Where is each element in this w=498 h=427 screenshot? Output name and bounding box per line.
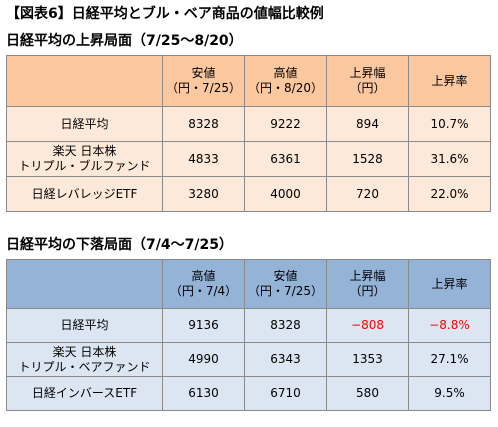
header-line: （円・7/25）	[166, 81, 241, 95]
cell-value: 6361	[244, 141, 327, 177]
cell-value: 8328	[244, 308, 327, 343]
column-header-rate: 上昇率	[408, 55, 491, 107]
header-line: （円・8/20）	[248, 81, 323, 95]
column-header-low: 安値 （円・7/25）	[162, 55, 245, 107]
cell-value: 9222	[244, 106, 327, 142]
row-label-line: 日経レバレッジETF	[31, 186, 138, 201]
cell-value: 1528	[326, 141, 409, 177]
row-label-line: トリプル・ベアファンド	[18, 359, 151, 374]
column-header-high: 高値 （円・8/20）	[244, 55, 327, 107]
cell-value: 6343	[244, 342, 327, 377]
cell-value: 8328	[162, 106, 245, 142]
cell-value: 4833	[162, 141, 245, 177]
header-line: （円・7/25）	[248, 284, 323, 298]
header-line: 安値	[273, 269, 298, 283]
cell-value: 31.6%	[408, 141, 491, 177]
table-row: 日経平均 9136 8328 −808 −8.8%	[6, 308, 491, 343]
cell-value: 720	[326, 176, 409, 212]
cell-value: 9.5%	[408, 376, 491, 411]
column-header-low: 安値 （円・7/25）	[244, 259, 327, 309]
table-row: 日経平均 8328 9222 894 10.7%	[6, 106, 491, 142]
header-line: 高値	[273, 66, 298, 80]
fall-comparison-table: 高値 （円・7/4） 安値 （円・7/25） 上昇幅 （円） 上昇率 日経平均 …	[6, 259, 491, 411]
header-line: （円）	[349, 284, 386, 298]
header-line: 上昇率	[431, 276, 468, 291]
row-label-line: トリプル・ブルファンド	[18, 159, 151, 173]
fall-section-title: 日経平均の下落局面（7/4～7/25）	[6, 237, 233, 253]
row-label: 楽天 日本株 トリプル・ブルファンド	[6, 141, 163, 177]
table-row: 楽天 日本株 トリプル・ブルファンド 4833 6361 1528 31.6%	[6, 141, 491, 177]
table-row: 楽天 日本株 トリプル・ベアファンド 4990 6343 1353 27.1%	[6, 342, 491, 377]
column-header-high: 高値 （円・7/4）	[162, 259, 245, 309]
header-line: 高値	[191, 269, 216, 283]
header-line: （円・7/4）	[169, 284, 238, 298]
cell-value: 22.0%	[408, 176, 491, 212]
table-header-row: 高値 （円・7/4） 安値 （円・7/25） 上昇幅 （円） 上昇率	[6, 259, 491, 309]
row-label: 日経平均	[6, 308, 163, 343]
corner-cell	[6, 55, 163, 107]
rise-comparison-table: 安値 （円・7/25） 高値 （円・8/20） 上昇幅 （円） 上昇率 日経平均…	[6, 55, 491, 212]
cell-value-negative: −808	[326, 308, 409, 343]
header-line: 上昇幅	[349, 66, 386, 80]
cell-value: 3280	[162, 176, 245, 212]
header-line: 上昇幅	[349, 269, 386, 283]
table-header-row: 安値 （円・7/25） 高値 （円・8/20） 上昇幅 （円） 上昇率	[6, 55, 491, 107]
cell-value: 6130	[162, 376, 245, 411]
rise-section-title: 日経平均の上昇局面（7/25～8/20）	[6, 33, 243, 49]
figure-title: 【図表6】日経平均とブル・ベア商品の値幅比較例	[6, 6, 324, 22]
row-label-line: 日経平均	[60, 318, 109, 332]
table-row: 日経インバースETF 6130 6710 580 9.5%	[6, 376, 491, 411]
cell-value-negative: −8.8%	[408, 308, 491, 343]
row-label-line: 日経インバースETF	[31, 386, 138, 400]
cell-value: 580	[326, 376, 409, 411]
header-line: 上昇率	[431, 73, 468, 88]
row-label: 楽天 日本株 トリプル・ベアファンド	[6, 342, 163, 377]
cell-value: 4000	[244, 176, 327, 212]
row-label: 日経インバースETF	[6, 376, 163, 411]
row-label-line: 楽天 日本株	[52, 344, 117, 359]
cell-value: 9136	[162, 308, 245, 343]
header-line: （円）	[349, 81, 386, 95]
row-label-line: 日経平均	[60, 116, 109, 131]
cell-value: 27.1%	[408, 342, 491, 377]
header-line: 安値	[191, 66, 216, 80]
cell-value: 1353	[326, 342, 409, 377]
table-row: 日経レバレッジETF 3280 4000 720 22.0%	[6, 176, 491, 212]
cell-value: 10.7%	[408, 106, 491, 142]
column-header-change: 上昇幅 （円）	[326, 259, 409, 309]
row-label: 日経平均	[6, 106, 163, 142]
column-header-rate: 上昇率	[408, 259, 491, 309]
cell-value: 4990	[162, 342, 245, 377]
column-header-change: 上昇幅 （円）	[326, 55, 409, 107]
cell-value: 6710	[244, 376, 327, 411]
row-label: 日経レバレッジETF	[6, 176, 163, 212]
row-label-line: 楽天 日本株	[52, 144, 117, 158]
corner-cell	[6, 259, 163, 309]
cell-value: 894	[326, 106, 409, 142]
